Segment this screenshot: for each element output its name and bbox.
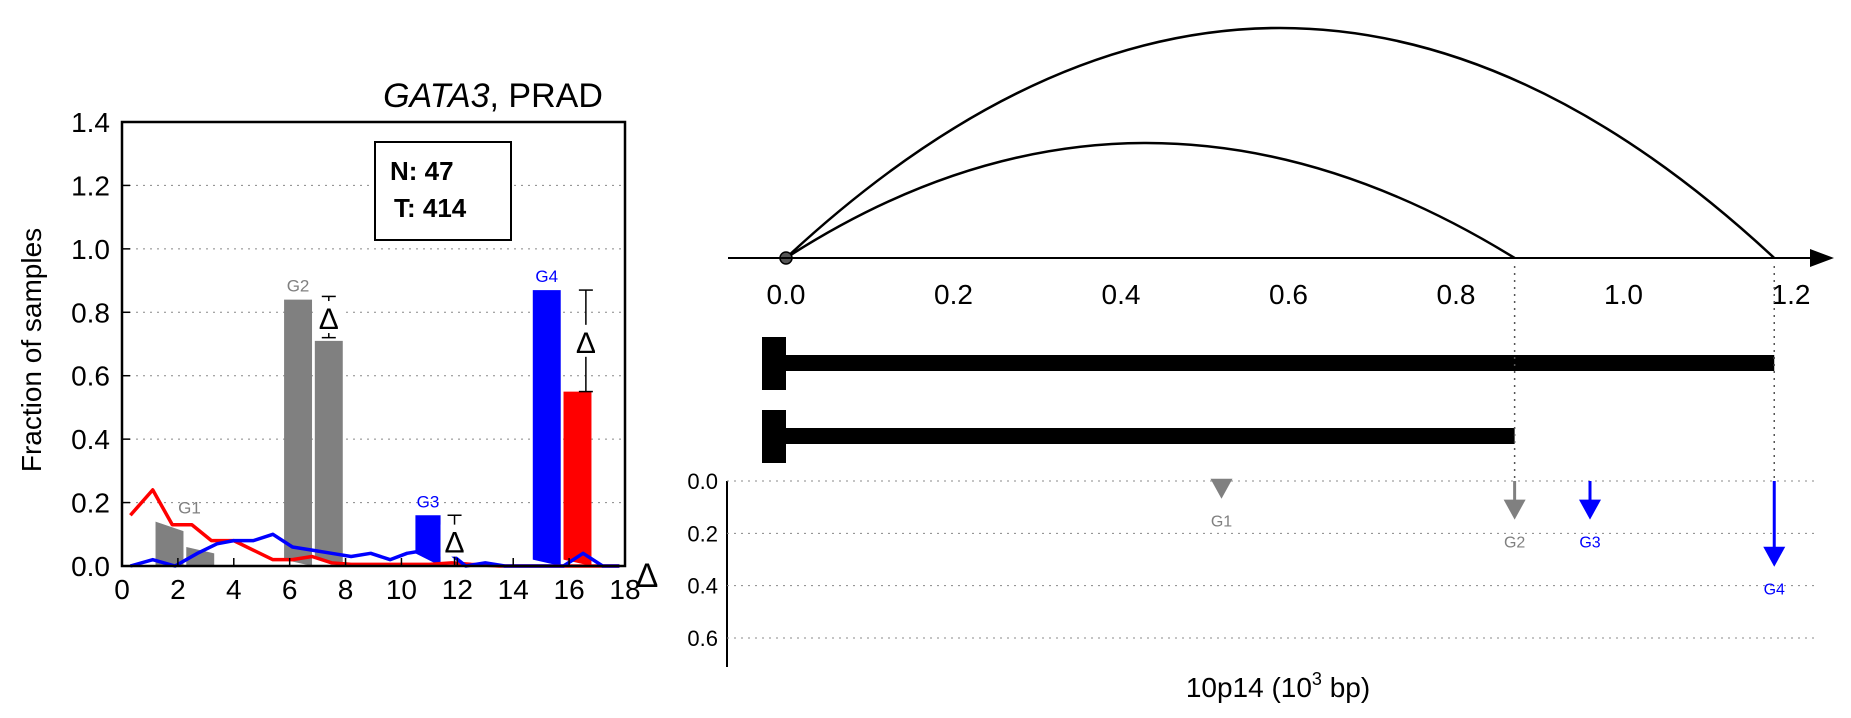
left-x-tick-label: 4: [226, 574, 242, 605]
left-deltas: Δ Δ Δ: [314, 289, 600, 567]
delta-symbol: Δ: [576, 327, 596, 360]
right-chart: 0.0 0.2 0.4 0.6 0.8 1.0 1.2 0.0 0.2 0.4 0.6 G1 G2 G3…: [636, 26, 1834, 703]
delta-bg: [571, 324, 600, 357]
delta-y-tick-label: 0.6: [687, 626, 718, 651]
left-y-tick-label: 1.0: [71, 234, 110, 265]
group-label-g3: G3: [417, 492, 440, 511]
left-plot-frame: [120, 120, 627, 568]
left-chart-title: GATA3, PRAD: [383, 77, 603, 115]
delta-bg: [314, 301, 343, 334]
left-bar: [415, 515, 441, 566]
genomic-axis: 0.0 0.2 0.4 0.6 0.8 1.0 1.2: [728, 249, 1834, 310]
transcript-bars: [762, 337, 1775, 463]
genomic-x-tick-label: 1.2: [1772, 279, 1811, 310]
left-y-tick-label: 0.6: [71, 361, 110, 392]
left-y-tick-label: 0.0: [71, 551, 110, 582]
delta-y-tick-label: 0.0: [687, 469, 718, 494]
left-bar: [284, 299, 313, 566]
title-gene: GATA3: [383, 77, 490, 115]
delta-arrow-head: [1503, 499, 1526, 520]
delta-panel: 0.0 0.2 0.4 0.6 G1 G2 G3 G4: [687, 266, 1815, 667]
delta-marker-label-g1: G1: [1211, 514, 1232, 531]
genomic-x-tick-label: 1.0: [1604, 279, 1643, 310]
genomic-x-tick-label: 0.0: [767, 279, 806, 310]
left-x-tick-label: 2: [170, 574, 186, 605]
xlabel-superscript: 3: [1312, 669, 1322, 689]
left-x-tick-label: 14: [498, 574, 529, 605]
splice-arc: [785, 26, 1776, 259]
sample-count-box: N: 47 T: 414: [374, 141, 512, 241]
delta-arrow-head: [1579, 499, 1601, 520]
transcript-start-block: [762, 337, 786, 390]
splice-arc: [785, 141, 1516, 260]
left-x-tick-label: 12: [442, 574, 473, 605]
group-label-g2: G2: [287, 277, 310, 296]
left-y-tick-label: 0.8: [71, 297, 110, 328]
left-y-tick-label: 1.2: [71, 170, 110, 201]
delta-y-tick-label: 0.4: [687, 574, 718, 599]
left-bar: [186, 546, 215, 566]
genomic-x-tick-label: 0.4: [1102, 279, 1141, 310]
group-label-g4: G4: [535, 267, 558, 286]
delta-symbol: Δ: [319, 303, 339, 336]
title-rest: , PRAD: [490, 77, 603, 115]
genomic-x-tick-label: 0.2: [934, 279, 973, 310]
left-chart: GATA3, PRAD Fraction of samples G1 G2 G3 G4…: [16, 77, 641, 605]
delta-axis-label: Δ: [636, 557, 659, 595]
left-y-tick-label: 1.4: [71, 107, 110, 138]
delta-arrow-head: [1210, 478, 1233, 499]
transcript-start-block: [762, 410, 786, 463]
left-bars: G1 G2 G3 G4: [155, 267, 592, 566]
left-y-axis-label: Fraction of samples: [16, 228, 47, 472]
genomic-x-axis-label: 10p14 (103 bp): [1186, 669, 1370, 703]
xlabel-main: 10p14 (10: [1186, 672, 1312, 703]
delta-marker-label-g3: G3: [1579, 535, 1600, 552]
left-y-tick-label: 0.4: [71, 424, 110, 455]
left-bar: [155, 521, 184, 566]
left-x-tick-label: 18: [609, 574, 640, 605]
delta-bg: [440, 524, 469, 557]
left-x-tick-label: 0: [114, 574, 130, 605]
left-axes: 0.0 0.2 0.4 0.6 0.8 1.0 1.2 1.4 0 2 4 6 8 10 12 14 16 18: [71, 107, 641, 605]
delta-symbol: Δ: [445, 527, 465, 560]
left-y-tick-label: 0.2: [71, 488, 110, 519]
left-x-tick-label: 8: [338, 574, 354, 605]
left-bar: [314, 340, 343, 566]
tumor-count: T: 414: [394, 193, 467, 223]
axis-arrowhead: [1810, 249, 1834, 267]
left-x-tick-label: 10: [386, 574, 417, 605]
transcript-bar: [786, 355, 1775, 371]
group-label-g1: G1: [178, 499, 201, 518]
genomic-x-tick-label: 0.6: [1269, 279, 1308, 310]
splice-arcs: [779, 26, 1776, 265]
delta-arrow-head: [1763, 546, 1786, 567]
sample-count-box-frame: [374, 141, 512, 241]
delta-marker-label-g2: G2: [1504, 535, 1525, 552]
left-bar: [563, 391, 592, 566]
left-x-tick-label: 6: [282, 574, 298, 605]
genomic-x-tick-label: 0.8: [1437, 279, 1476, 310]
delta-y-tick-label: 0.2: [687, 521, 718, 546]
transcript-bar: [786, 428, 1515, 444]
left-x-tick-label: 16: [554, 574, 585, 605]
delta-marker-label-g4: G4: [1764, 582, 1785, 599]
normal-count: N: 47: [390, 156, 454, 186]
left-bar: [532, 290, 561, 566]
xlabel-end: bp): [1322, 672, 1370, 703]
